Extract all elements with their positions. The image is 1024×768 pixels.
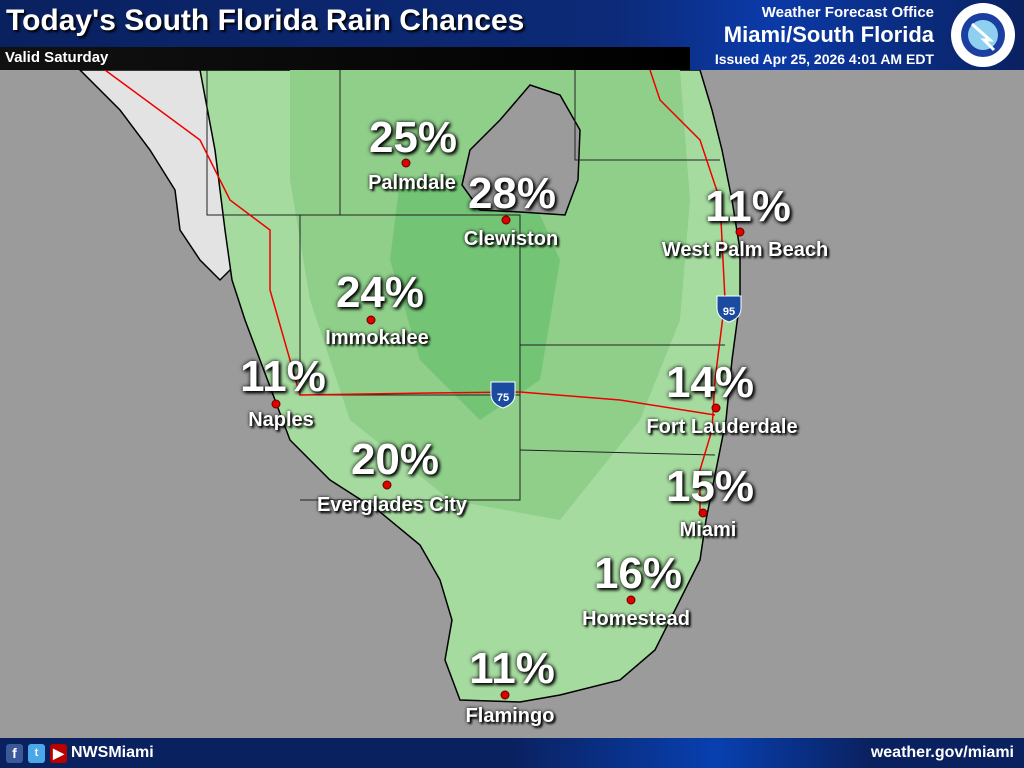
city-name: Flamingo: [465, 705, 555, 727]
rain-chance: 11%: [240, 352, 326, 401]
city-name: Miami: [679, 519, 737, 541]
city-name: Fort Lauderdale: [646, 416, 798, 438]
city-name: Naples: [248, 409, 314, 431]
city-name: Clewiston: [463, 228, 559, 250]
city-dot: [626, 595, 636, 605]
city-name: Homestead: [582, 608, 690, 630]
city-dot: [401, 158, 411, 168]
city-name: Everglades City: [316, 494, 468, 516]
office-name: Miami/South Florida: [723, 22, 934, 47]
city-dot: [698, 508, 708, 518]
facebook-icon[interactable]: f: [6, 744, 23, 763]
city-dot: [382, 480, 392, 490]
lake-okeechobee: [461, 84, 581, 216]
city-dot: [366, 315, 376, 325]
i95-shield: 95: [716, 295, 742, 323]
valid-label: Valid Saturday: [5, 49, 109, 66]
rain-chance: 20%: [350, 435, 440, 484]
nws-logo-icon: [951, 3, 1015, 67]
twitter-icon[interactable]: t: [28, 744, 45, 763]
social-handle[interactable]: NWSMiami: [71, 744, 154, 761]
footer-bar: [0, 738, 1024, 768]
rain-chance: 11%: [469, 644, 555, 693]
city-name: West Palm Beach: [661, 239, 829, 261]
dark-green-zone: [390, 170, 560, 420]
rain-chance: 11%: [705, 182, 791, 231]
city-dot: [735, 227, 745, 237]
page-title: Today's South Florida Rain Chances: [6, 4, 525, 37]
i75-shield: 75: [490, 381, 516, 409]
website-link[interactable]: weather.gov/miami: [870, 744, 1014, 761]
rain-chance-map: 75 95: [78, 70, 742, 703]
city-dot: [271, 399, 281, 409]
city-dot: [500, 690, 510, 700]
rain-chance: 15%: [665, 462, 755, 511]
valid-bar: [0, 47, 690, 70]
issued-time: Issued Apr 25, 2026 4:01 AM EDT: [714, 51, 934, 67]
rain-chance: 14%: [665, 358, 755, 407]
city-dot: [711, 403, 721, 413]
city-name: Palmdale: [368, 172, 456, 194]
rain-chance: 16%: [593, 549, 683, 598]
youtube-icon[interactable]: ▶: [50, 744, 67, 763]
rain-chance: 28%: [467, 169, 557, 218]
office-label: Weather Forecast Office: [761, 4, 934, 21]
rain-chance: 24%: [335, 268, 425, 317]
svg-text:95: 95: [723, 306, 735, 318]
city-name: Immokalee: [325, 327, 429, 349]
rain-chance: 25%: [368, 113, 458, 162]
svg-text:75: 75: [497, 392, 509, 404]
city-dot: [501, 215, 511, 225]
